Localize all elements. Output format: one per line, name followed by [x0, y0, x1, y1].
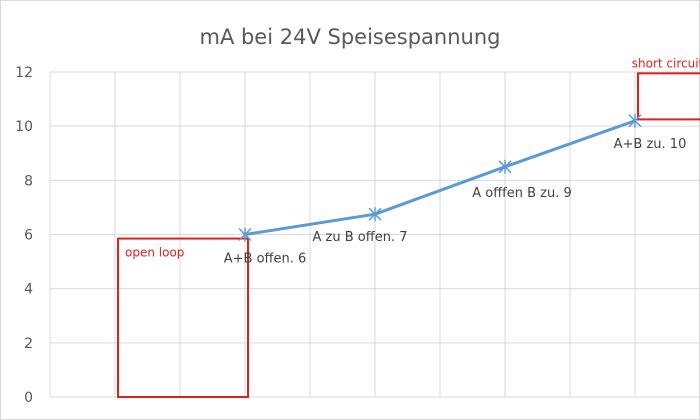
annotation-box-0	[117, 237, 249, 398]
y-tick-label-2: 2	[24, 336, 33, 352]
annotation-label-0: open loop	[125, 246, 184, 260]
annotation-layer: open loop short circuit	[117, 56, 700, 398]
data-label-1: A zu B offen. 7	[313, 230, 408, 245]
y-axis-ticks: 0 2 4 6 8 10 12	[15, 65, 33, 406]
series-layer	[238, 113, 642, 242]
series-line-0	[243, 119, 637, 236]
annotation-box-1	[637, 72, 700, 121]
data-point-2	[498, 159, 512, 174]
y-tick-label-0: 0	[24, 390, 33, 406]
data-label-2: A offfen B zu. 9	[472, 186, 572, 201]
y-tick-label-10: 10	[15, 119, 33, 135]
chart-title: mA bei 24V Speisespannung	[199, 25, 500, 49]
data-point-3	[628, 113, 642, 128]
data-point-0	[238, 227, 252, 242]
data-labels-layer: A+B offen. 6 A zu B offen. 7 A offfen B zu…	[224, 137, 687, 267]
grid-layer	[49, 71, 700, 398]
data-label-0: A+B offen. 6	[224, 252, 307, 267]
y-tick-label-8: 8	[24, 173, 33, 189]
annotation-label-1: short circuit	[632, 56, 700, 70]
y-tick-label-12: 12	[15, 65, 33, 81]
y-tick-label-4: 4	[24, 282, 33, 298]
y-tick-label-6: 6	[24, 228, 33, 244]
data-label-3: A+B zu. 10	[614, 137, 687, 152]
data-point-1	[368, 207, 382, 222]
